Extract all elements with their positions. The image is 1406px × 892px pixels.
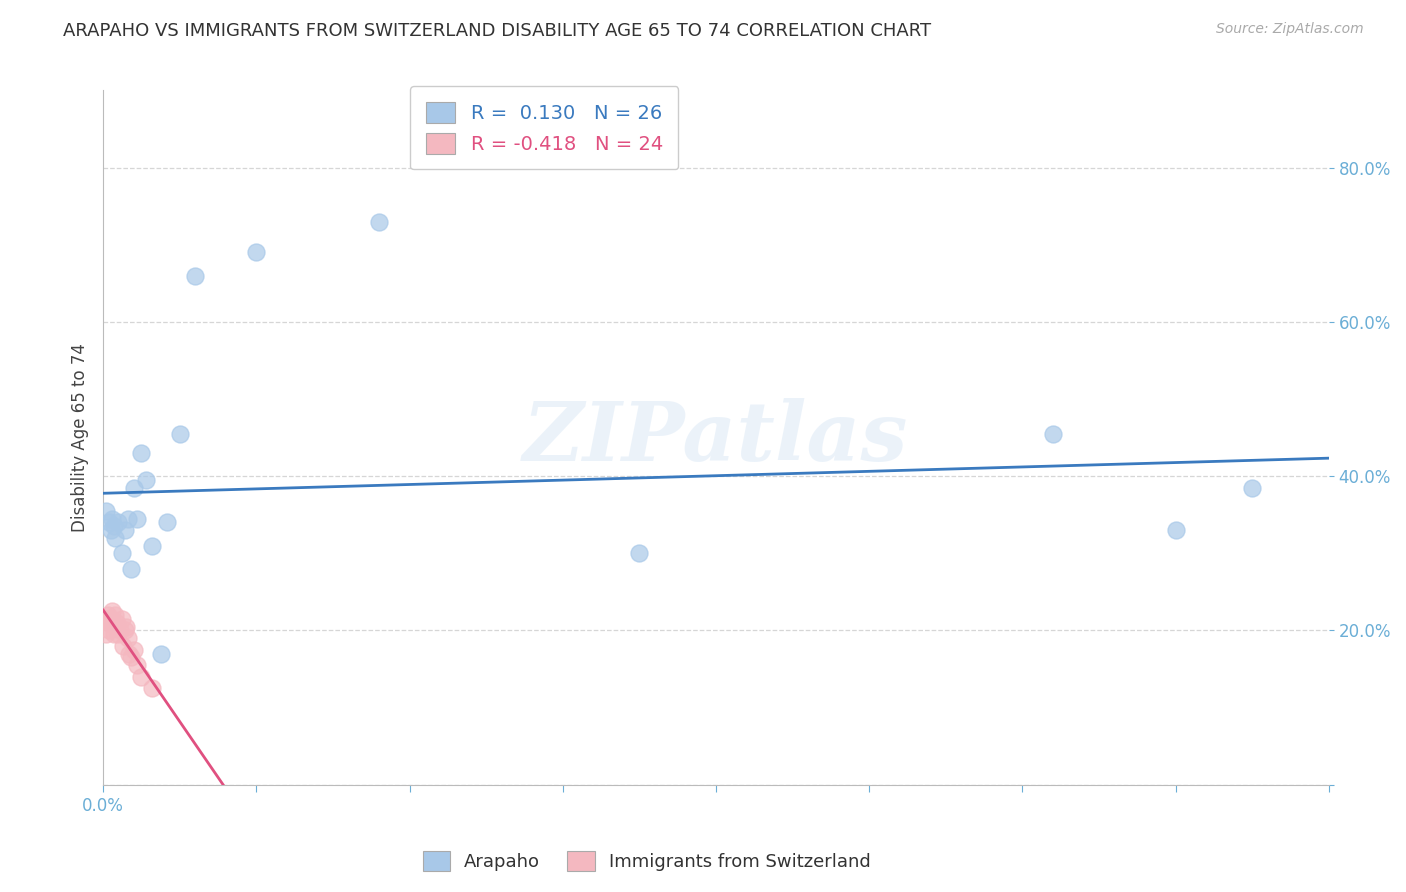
Point bbox=[101, 604, 124, 618]
Point bbox=[107, 516, 129, 530]
Legend: R =  0.130   N = 26, R = -0.418   N = 24: R = 0.130 N = 26, R = -0.418 N = 24 bbox=[411, 87, 679, 169]
Point bbox=[1164, 523, 1187, 537]
Point bbox=[110, 546, 132, 560]
Point bbox=[125, 511, 148, 525]
Point bbox=[96, 504, 118, 518]
Point bbox=[97, 607, 120, 622]
Point bbox=[150, 647, 173, 661]
Point bbox=[367, 214, 389, 228]
Point bbox=[1042, 426, 1064, 441]
Point bbox=[156, 516, 179, 530]
Point bbox=[135, 473, 157, 487]
Point bbox=[104, 531, 127, 545]
Point bbox=[114, 624, 136, 638]
Point bbox=[112, 639, 135, 653]
Point bbox=[108, 624, 131, 638]
Text: ARAPAHO VS IMMIGRANTS FROM SWITZERLAND DISABILITY AGE 65 TO 74 CORRELATION CHART: ARAPAHO VS IMMIGRANTS FROM SWITZERLAND D… bbox=[63, 22, 931, 40]
Point bbox=[131, 670, 153, 684]
Point bbox=[98, 615, 121, 630]
Point bbox=[114, 523, 136, 537]
Point bbox=[1241, 481, 1264, 495]
Point bbox=[101, 511, 124, 525]
Point bbox=[118, 647, 141, 661]
Point bbox=[131, 446, 153, 460]
Point bbox=[96, 627, 118, 641]
Point bbox=[184, 268, 207, 283]
Point bbox=[141, 681, 163, 696]
Point bbox=[117, 631, 139, 645]
Point bbox=[120, 562, 142, 576]
Point bbox=[628, 546, 651, 560]
Point bbox=[105, 615, 128, 630]
Point bbox=[245, 245, 267, 260]
Point bbox=[120, 650, 142, 665]
Point bbox=[98, 624, 121, 638]
Point bbox=[141, 539, 163, 553]
Text: ZIPatlas: ZIPatlas bbox=[523, 398, 908, 477]
Point bbox=[169, 426, 191, 441]
Point bbox=[104, 607, 127, 622]
Legend: Arapaho, Immigrants from Switzerland: Arapaho, Immigrants from Switzerland bbox=[416, 844, 877, 879]
Point bbox=[122, 642, 145, 657]
Point bbox=[107, 627, 129, 641]
Text: Source: ZipAtlas.com: Source: ZipAtlas.com bbox=[1216, 22, 1364, 37]
Point bbox=[103, 627, 125, 641]
Point bbox=[117, 511, 139, 525]
Point bbox=[115, 619, 138, 633]
Point bbox=[122, 481, 145, 495]
Point bbox=[100, 612, 122, 626]
Point bbox=[125, 658, 148, 673]
Point bbox=[110, 612, 132, 626]
Point bbox=[100, 523, 122, 537]
Point bbox=[103, 519, 125, 533]
Point bbox=[93, 612, 115, 626]
Point bbox=[98, 516, 121, 530]
Point bbox=[97, 612, 120, 626]
Y-axis label: Disability Age 65 to 74: Disability Age 65 to 74 bbox=[72, 343, 89, 532]
